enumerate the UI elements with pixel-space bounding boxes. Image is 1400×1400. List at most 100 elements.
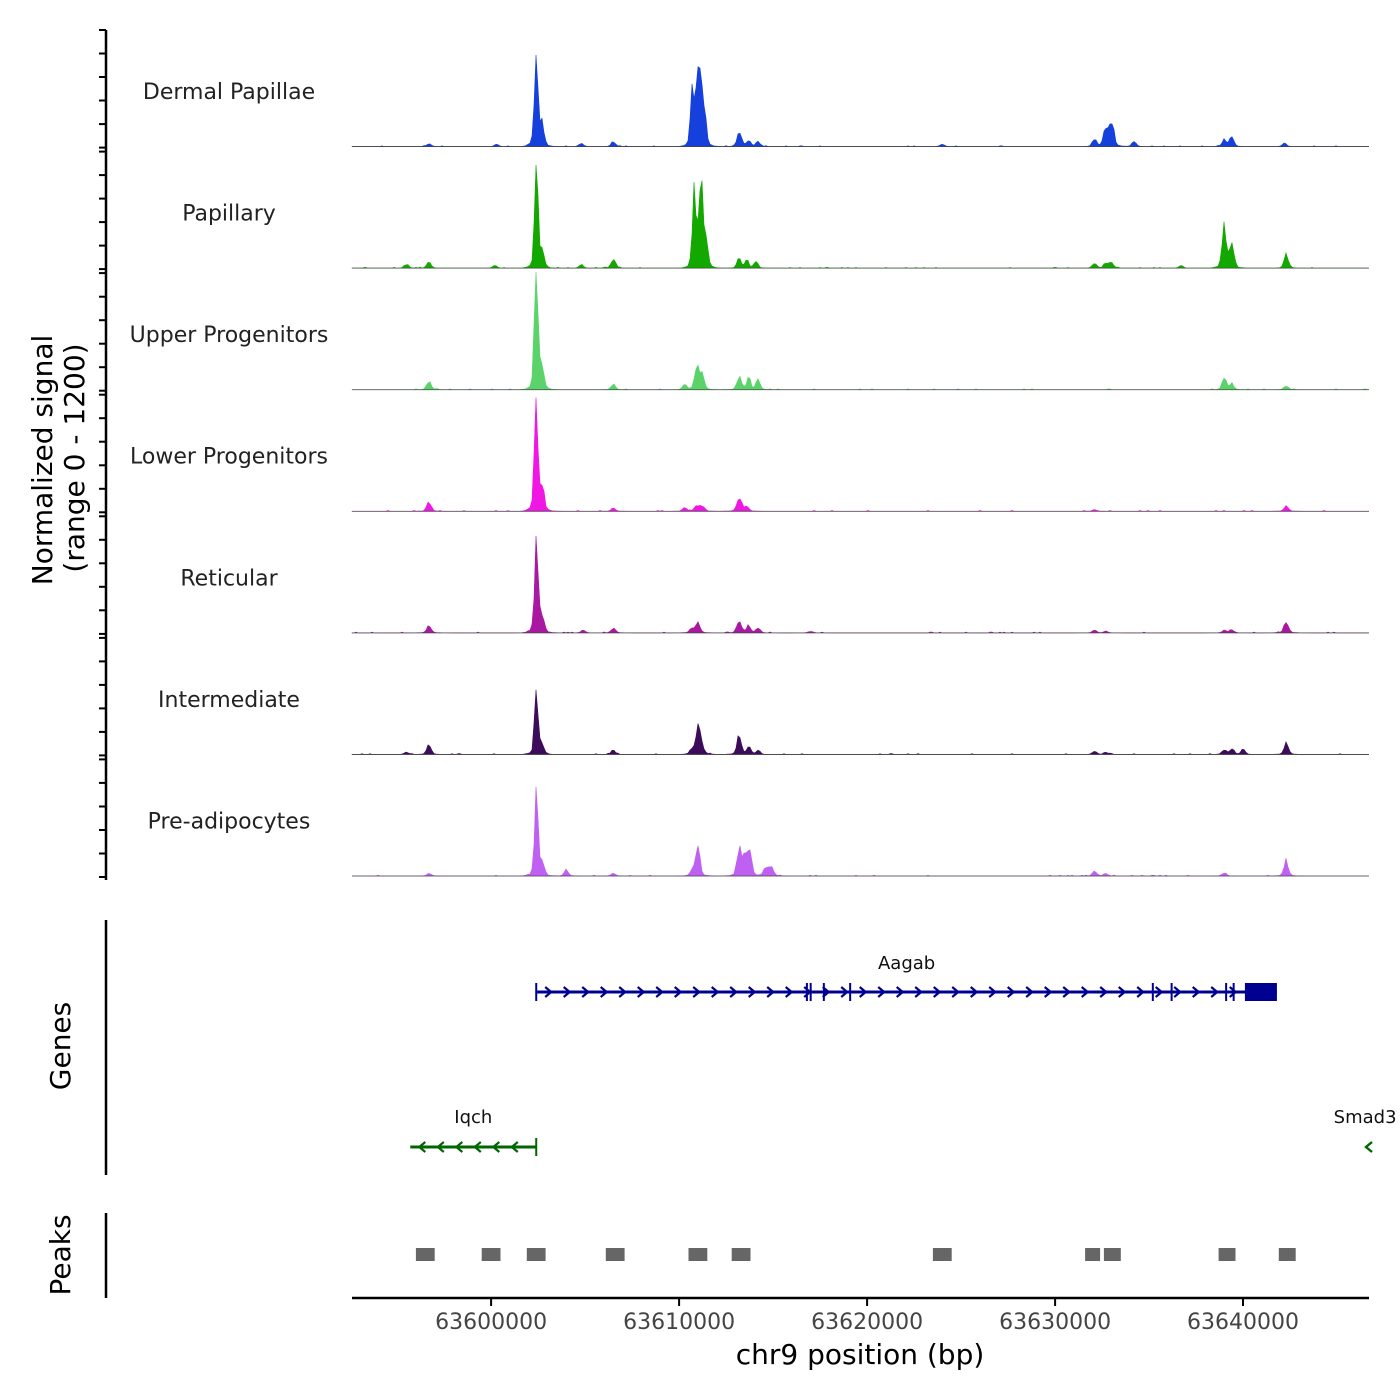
x-tick-label: 63630000: [999, 1310, 1111, 1335]
strand-chevron: [951, 986, 960, 998]
strand-chevron: [510, 1141, 519, 1153]
strand-chevron: [473, 1141, 482, 1153]
strand-chevron: [914, 986, 923, 998]
peak-region: [1278, 1248, 1296, 1261]
peak-region: [526, 1248, 546, 1261]
strand-chevron: [692, 986, 701, 998]
strand-chevron: [1080, 986, 1090, 998]
strand-chevron: [747, 986, 757, 998]
coverage-track-upper-progenitors: Upper Progenitors: [130, 272, 1370, 391]
coverage-area: [351, 164, 1370, 269]
peak-region: [415, 1248, 435, 1261]
coverage-track-dermal-papillae: Dermal Papillae: [143, 54, 1370, 147]
peak-region: [1103, 1248, 1121, 1261]
track-label: Intermediate: [158, 688, 300, 713]
gene-smad3: Smad3: [1334, 1107, 1397, 1153]
strand-chevron: [581, 986, 590, 998]
strand-chevron: [1191, 986, 1201, 998]
peak-region: [688, 1248, 708, 1261]
strand-chevron: [821, 986, 831, 998]
track-label: Pre-adipocytes: [148, 809, 311, 834]
x-axis-label: chr9 position (bp): [736, 1338, 985, 1371]
track-label: Dermal Papillae: [143, 80, 315, 105]
strand-chevron: [877, 986, 886, 998]
peak-region: [481, 1248, 501, 1261]
genes-track-label: Genes: [44, 1002, 77, 1090]
strand-chevron: [988, 986, 997, 998]
coverage-tracks: Dermal Papillae Papillary Upper Progenitor…: [130, 54, 1370, 877]
gene-label: Aagab: [878, 953, 935, 974]
coverage-track-intermediate: Intermediate: [158, 688, 1370, 755]
strand-chevron: [803, 986, 812, 998]
strand-chevron: [618, 986, 627, 998]
peaks-track: [415, 1248, 1296, 1261]
strand-chevron: [840, 986, 849, 998]
strand-chevron: [1025, 986, 1034, 998]
strand-chevron: [655, 986, 664, 998]
coverage-area: [351, 397, 1370, 512]
strand-chevron: [1136, 986, 1145, 998]
strand-chevron: [784, 986, 794, 998]
track-label: Papillary: [182, 202, 276, 227]
strand-chevron: [436, 1141, 445, 1153]
coverage-track-pre-adipocytes: Pre-adipocytes: [148, 786, 1369, 877]
strand-chevron: [1043, 986, 1053, 998]
x-tick-label: 63620000: [811, 1310, 923, 1335]
coverage-area: [351, 535, 1370, 634]
peak-region: [1085, 1248, 1101, 1261]
coverage-y-ticks: [99, 29, 106, 878]
track-label: Lower Progenitors: [130, 445, 328, 470]
gene-iqch: Iqch: [410, 1107, 538, 1156]
coverage-area: [351, 272, 1370, 391]
gene-label: Iqch: [454, 1107, 492, 1128]
strand-chevron: [932, 986, 942, 998]
strand-chevron: [544, 986, 553, 998]
strand-chevron: [1117, 986, 1127, 998]
gene-label: Smad3: [1334, 1107, 1397, 1128]
x-tick-label: 63610000: [623, 1310, 735, 1335]
coverage-area: [352, 786, 1369, 877]
strand-chevron: [417, 1141, 427, 1153]
strand-chevron: [636, 986, 646, 998]
strand-chevron: [1173, 986, 1182, 998]
track-label: Upper Progenitors: [130, 323, 329, 348]
coverage-track-lower-progenitors: Lower Progenitors: [130, 397, 1370, 512]
strand-chevron: [858, 986, 868, 998]
strand-chevron: [673, 986, 683, 998]
strand-chevron: [562, 986, 572, 998]
coverage-area: [351, 54, 1370, 147]
gene-aagab: Aagab: [535, 953, 1277, 1001]
strand-chevron: [969, 986, 979, 998]
gene-utr-block: [1244, 983, 1277, 1001]
y-axis-label: Normalized signal: [26, 335, 59, 586]
peak-region: [605, 1248, 625, 1261]
genes-track: Aagab Iqch Smad3: [410, 953, 1397, 1156]
strand-chevron: [1364, 1141, 1373, 1153]
x-tick-label: 63600000: [435, 1310, 547, 1335]
x-tick-label: 63640000: [1187, 1310, 1299, 1335]
strand-chevron: [491, 1141, 501, 1153]
peaks-track-label: Peaks: [44, 1214, 77, 1295]
strand-chevron: [1006, 986, 1016, 998]
coverage-track-reticular: Reticular: [180, 535, 1370, 634]
strand-chevron: [1210, 986, 1219, 998]
strand-chevron: [766, 986, 775, 998]
strand-chevron: [454, 1141, 464, 1153]
peak-region: [1218, 1248, 1236, 1261]
strand-chevron: [599, 986, 609, 998]
track-label: Reticular: [180, 566, 278, 591]
strand-chevron: [1062, 986, 1071, 998]
strand-chevron: [710, 986, 720, 998]
strand-chevron: [1099, 986, 1108, 998]
peak-region: [731, 1248, 751, 1261]
strand-chevron: [729, 986, 738, 998]
coverage-area: [351, 689, 1370, 755]
strand-chevron: [1154, 986, 1164, 998]
peak-region: [932, 1248, 952, 1261]
x-axis-ticks: 63600000 63610000 63620000 63630000 63640000: [435, 1298, 1299, 1335]
y-axis-label-range: (range 0 - 1200): [58, 343, 91, 572]
strand-chevron: [1228, 986, 1238, 998]
strand-chevron: [895, 986, 905, 998]
coverage-track-papillary: Papillary: [182, 164, 1370, 269]
